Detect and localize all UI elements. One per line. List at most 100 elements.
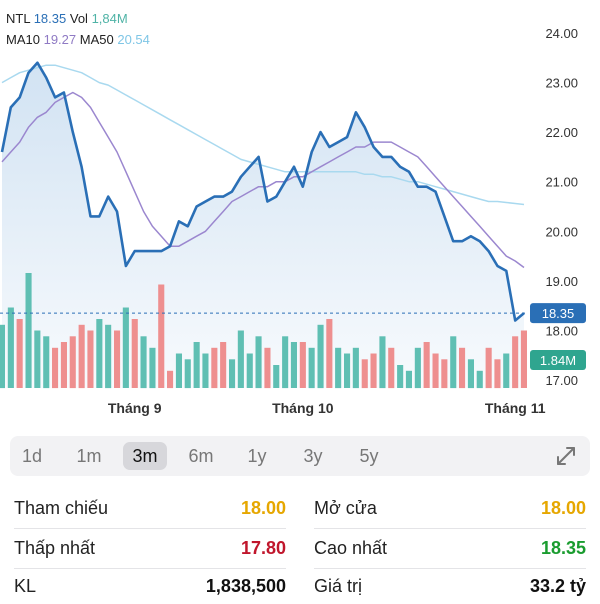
volume-bar (450, 336, 457, 389)
volume-tag-label: 1.84M (540, 353, 576, 368)
volume-bar (370, 353, 377, 388)
volume-bar (140, 336, 147, 389)
volume-bar (158, 284, 165, 388)
volume-bar (485, 347, 492, 389)
stat-volume-value: 1,838,500 (205, 576, 286, 596)
stat-open-label: Mở cửa (314, 498, 377, 518)
ma50-line (1, 64, 525, 206)
volume-bar (520, 330, 527, 388)
ma10-line (1, 91, 525, 269)
tab-3m[interactable]: 3m (123, 442, 167, 470)
volume-bar (344, 353, 351, 388)
volume-bar (379, 336, 386, 389)
volume-bar (7, 307, 14, 388)
timeframe-selector: 1d 1m 3m 6m 1y 3y 5y (10, 436, 590, 476)
volume-bar (220, 342, 227, 388)
volume-bar (16, 319, 23, 388)
chart-legend-line2: MA10 19.27 MA50 20.54 (6, 32, 150, 48)
volume-bar (34, 330, 41, 388)
stat-volume-label: KL (14, 576, 37, 596)
volume-bar (290, 342, 297, 388)
volume-bar (467, 359, 474, 389)
volume-bar (335, 347, 342, 389)
y-tick-label: 19.00 (545, 274, 578, 289)
divider (314, 568, 586, 569)
y-tick-label: 21.00 (545, 175, 578, 190)
y-tick-label: 17.00 (545, 373, 578, 388)
vol-value: 1,84M (91, 11, 128, 26)
x-tick-label: Tháng 11 (485, 400, 546, 416)
volume-bar (414, 347, 421, 389)
y-tick-label: 18.00 (545, 323, 578, 338)
divider (314, 528, 586, 529)
price-tag-label: 18.35 (542, 306, 575, 321)
ma50-label: MA50 (79, 32, 114, 47)
volume-bar (494, 359, 501, 389)
ma10-value: 19.27 (43, 32, 77, 47)
volume-bar (405, 370, 412, 389)
volume-bar (184, 359, 191, 389)
volume-bar (361, 359, 368, 389)
volume-tag (530, 350, 586, 370)
stat-high-value: 18.35 (540, 538, 586, 558)
y-tick-label: 20.00 (545, 224, 578, 239)
volume-bar (476, 370, 483, 389)
divider (14, 528, 286, 529)
volume-bar (105, 324, 112, 389)
tab-6m[interactable]: 6m (188, 446, 214, 466)
volume-bar (459, 347, 466, 389)
volume-bar (25, 273, 32, 388)
volume-bar (69, 336, 76, 389)
stat-reference-value: 18.00 (240, 498, 286, 518)
volume-bar (237, 330, 244, 388)
volume-bar (273, 365, 280, 388)
volume-bar (255, 336, 262, 389)
volume-bar (326, 319, 333, 388)
y-tick-label: 22.00 (545, 125, 578, 140)
volume-bar (352, 347, 359, 389)
volume-bar (60, 342, 67, 388)
stat-low: Thấp nhất 17.80 (14, 530, 286, 566)
volume-bar (122, 307, 129, 388)
divider (14, 568, 286, 569)
volume-bar (96, 319, 103, 388)
volume-bar (432, 353, 439, 388)
tab-1m[interactable]: 1m (76, 446, 102, 466)
y-tick-label: 23.00 (545, 76, 578, 91)
volume-bar (211, 347, 218, 389)
stat-reference-label: Tham chiếu (14, 498, 109, 518)
tab-3y[interactable]: 3y (303, 446, 323, 466)
stat-value-label: Giá trị (314, 576, 363, 596)
tab-5y[interactable]: 5y (359, 446, 379, 466)
volume-bar (264, 347, 271, 389)
volume-bar (149, 347, 156, 389)
volume-bar (388, 347, 395, 389)
stat-open-value: 18.00 (540, 498, 586, 518)
volume-bar (246, 353, 253, 388)
x-tick-label: Tháng 9 (108, 400, 162, 416)
price-line (0, 61, 525, 322)
volume-bar (229, 359, 236, 389)
tab-1y[interactable]: 1y (247, 446, 267, 466)
expand-icon[interactable] (552, 442, 580, 470)
price-area (2, 62, 524, 388)
stat-value: Giá trị 33.2 tỷ (314, 568, 586, 604)
volume-bar (87, 330, 94, 388)
volume-bar (43, 336, 50, 389)
volume-bar (114, 330, 121, 388)
chart-legend-line1: NTL 18.35 Vol 1,84M (6, 11, 128, 27)
volume-bar (299, 342, 306, 388)
stat-open: Mở cửa 18.00 (314, 490, 586, 526)
stat-high-label: Cao nhất (314, 538, 388, 558)
volume-bar (78, 324, 85, 389)
volume-bar (52, 347, 59, 389)
stat-high: Cao nhất 18.35 (314, 530, 586, 566)
price-value: 18.35 (33, 11, 67, 26)
ticker-symbol: NTL (6, 11, 31, 26)
x-tick-label: Tháng 10 (272, 400, 334, 416)
price-chart[interactable]: 24.00 23.00 22.00 21.00 20.00 19.00 18.00 17.00… (0, 0, 600, 430)
tab-1d[interactable]: 1d (21, 446, 43, 466)
volume-bar (175, 353, 182, 388)
ma10-label: MA10 (6, 32, 40, 47)
volume-bar (512, 336, 519, 389)
